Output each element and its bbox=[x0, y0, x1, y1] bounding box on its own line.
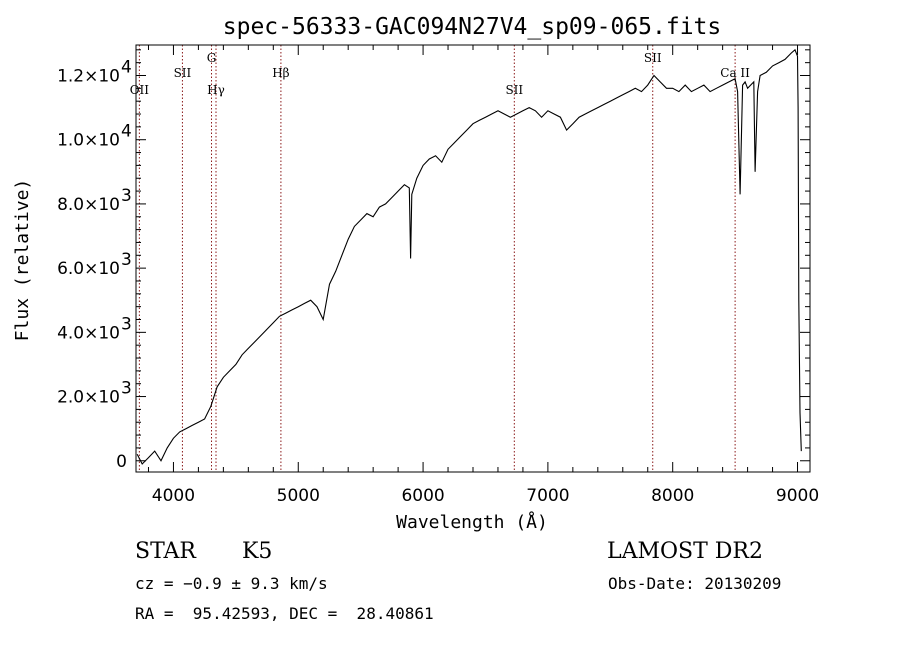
spectral-line-label: G bbox=[207, 51, 217, 65]
spectral-line-label: SII bbox=[174, 66, 192, 80]
axis-ticks bbox=[136, 45, 810, 472]
y-tick-label: 8.0×10 bbox=[57, 195, 120, 215]
spectral-line-markers: OII SII G Hγ Hβ SII SII Ca II bbox=[130, 45, 750, 472]
y-tick-labels: 02.0×10 34.0×10 36.0×10 38.0×10 31.0×10 41.2×… bbox=[57, 58, 132, 472]
x-tick-label: 9000 bbox=[776, 486, 819, 506]
x-tick-label: 8000 bbox=[651, 486, 694, 506]
spectral-line-label: Ca II bbox=[720, 66, 750, 80]
x-tick-label: 4000 bbox=[152, 486, 195, 506]
spectral-line-label: Hγ bbox=[207, 83, 225, 97]
spectrum-series-line bbox=[136, 48, 802, 465]
y-tick-label: 6.0×10 bbox=[57, 259, 120, 279]
spectral-line-label: SII bbox=[505, 83, 523, 97]
y-tick-label: 2.0×10 bbox=[57, 388, 120, 408]
y-tick-exponent: 3 bbox=[121, 379, 132, 399]
y-tick-label: 1.2×10 bbox=[57, 67, 120, 87]
survey-name: LAMOST DR2 bbox=[607, 539, 763, 564]
y-tick-label: 0 bbox=[116, 452, 127, 472]
x-tick-label: 5000 bbox=[277, 486, 320, 506]
y-tick-exponent: 4 bbox=[121, 122, 132, 142]
spectral-line-label: OII bbox=[130, 83, 150, 97]
y-tick-label: 4.0×10 bbox=[57, 323, 120, 343]
chart-title: spec-56333-GAC094N27V4_sp09-065.fits bbox=[223, 14, 722, 40]
x-tick-label: 6000 bbox=[401, 486, 444, 506]
y-tick-exponent: 4 bbox=[121, 58, 132, 78]
y-tick-label: 1.0×10 bbox=[57, 131, 120, 151]
y-tick-exponent: 3 bbox=[121, 314, 132, 334]
object-type: STAR bbox=[135, 539, 196, 564]
spectral-line-label: Hβ bbox=[272, 66, 289, 80]
y-tick-exponent: 3 bbox=[121, 250, 132, 270]
y-axis-label: Flux (relative) bbox=[12, 179, 33, 342]
observation-date: Obs-Date: 20130209 bbox=[608, 574, 782, 593]
x-tick-label: 7000 bbox=[526, 486, 569, 506]
plot-frame bbox=[135, 44, 811, 473]
x-tick-labels: 4000 5000 6000 7000 8000 9000 bbox=[152, 486, 819, 506]
coordinates: RA = 95.42593, DEC = 28.40861 bbox=[135, 604, 434, 623]
spectral-line-label: SII bbox=[644, 51, 662, 65]
redshift-velocity: cz = −0.9 ± 9.3 km/s bbox=[135, 574, 328, 593]
x-axis-label: Wavelength (Å) bbox=[396, 511, 548, 533]
object-subclass: K5 bbox=[242, 539, 273, 564]
y-tick-exponent: 3 bbox=[121, 186, 132, 206]
